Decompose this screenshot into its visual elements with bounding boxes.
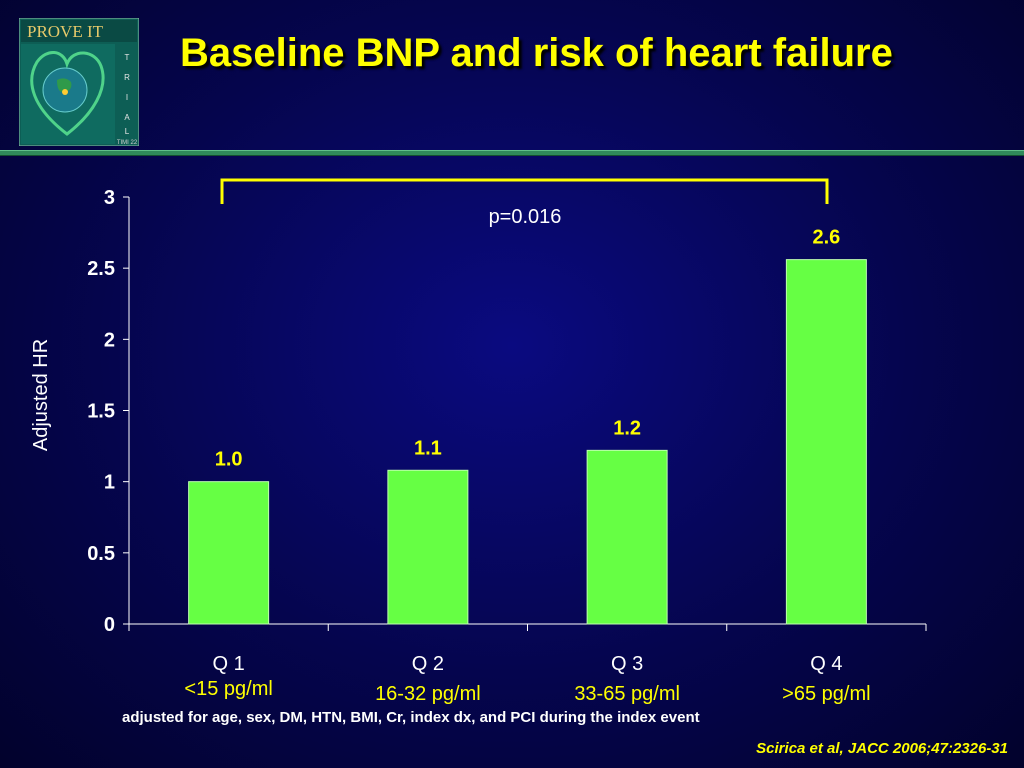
logo-bottom-text: TIMI 22 [117,140,138,146]
heart-globe-icon [30,51,105,136]
x-category-sublabel: >65 pg/ml [782,683,871,705]
bar [586,449,668,625]
footnote: adjusted for age, sex, DM, HTN, BMI, Cr,… [122,709,700,726]
p-value-annotation: p=0.016 [488,206,562,228]
x-category-sublabel: 33-65 pg/ml [574,683,680,705]
y-tick-label: 1.5 [87,401,115,423]
x-category-label: Q 3 [611,653,644,675]
page-title: Baseline BNP and risk of heart failure [180,31,893,75]
logo-side-letter: T [125,53,130,62]
logo-side-letter: L [125,127,130,136]
y-tick-label: 3 [104,187,115,209]
y-tick-label: 2 [104,329,115,351]
x-category-sublabel: <15 pg/ml [184,678,273,700]
y-tick-label: 2.5 [87,258,115,280]
x-category-sublabel: 16-32 pg/ml [375,683,481,705]
data-label: 1.1 [414,437,442,459]
citation: Scirica et al, JACC 2006;47:2326-31 [756,740,1008,757]
x-category-label: Q 2 [411,653,444,675]
y-tick-label: 0.5 [87,543,115,565]
y-axis-label: Adjusted HR [30,339,52,451]
prove-it-logo: PROVE IT T R I A L TIMI 22 [19,18,139,146]
data-label: 1.0 [215,449,243,471]
y-tick-label: 1 [104,472,115,494]
data-label: 1.2 [613,417,641,439]
bar [188,481,270,625]
x-category-label: Q 1 [212,653,245,675]
significance-bracket [220,178,829,204]
bar [785,259,867,625]
title-divider [0,150,1024,156]
data-label: 2.6 [812,227,840,249]
y-tick-label: 0 [104,614,115,636]
logo-side-letter: R [124,73,130,82]
x-category-label: Q 4 [810,653,843,675]
logo-side-letter: I [126,93,128,102]
logo-title-text: PROVE IT [27,22,104,41]
logo-side-letter: A [124,113,130,122]
bar [387,469,469,625]
